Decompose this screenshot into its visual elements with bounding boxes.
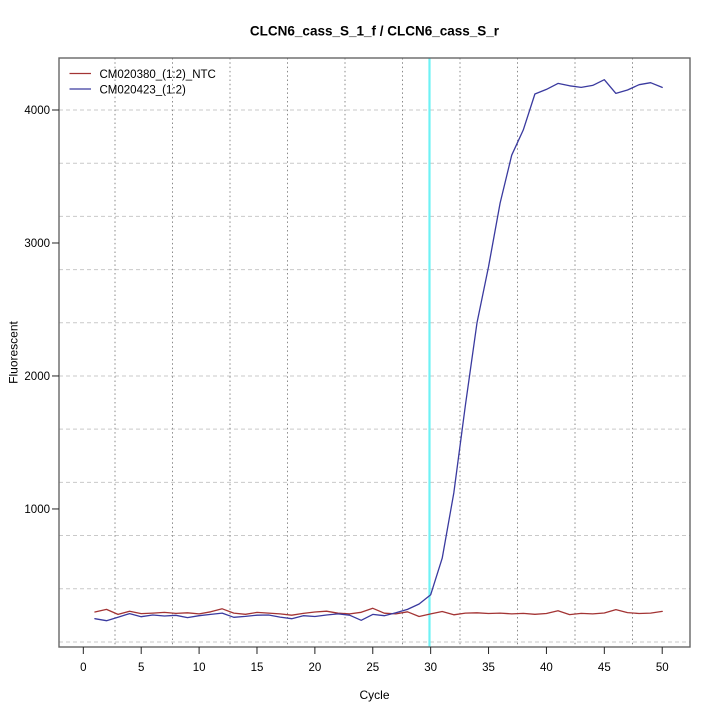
x-tick-label: 25 bbox=[366, 662, 379, 674]
y-tick-label: 2000 bbox=[24, 371, 50, 383]
series-line-sample bbox=[94, 79, 663, 622]
legend-label-sample: CM020423_(1:2) bbox=[100, 84, 186, 96]
legend-label-ntc: CM020380_(1:2)_NTC bbox=[100, 69, 216, 81]
x-tick-label: 30 bbox=[424, 662, 437, 674]
x-tick-label: 10 bbox=[193, 662, 206, 674]
x-tick-label: 50 bbox=[656, 662, 669, 674]
data-series bbox=[94, 79, 663, 622]
x-tick-label: 5 bbox=[138, 662, 144, 674]
axes: 0 5 10 15 20 25 30 35 40 45 50 1000 2000 3000 4000 bbox=[24, 105, 668, 674]
x-tick-label: 40 bbox=[540, 662, 553, 674]
x-axis-label: Cycle bbox=[359, 688, 389, 702]
gridlines bbox=[59, 58, 690, 647]
y-tick-label: 1000 bbox=[24, 504, 50, 516]
y-tick-label: 4000 bbox=[24, 105, 50, 117]
x-tick-label: 45 bbox=[598, 662, 611, 674]
series-line-ntc bbox=[94, 607, 663, 618]
x-tick-label: 20 bbox=[308, 662, 321, 674]
plot-border bbox=[58, 57, 691, 648]
legend: CM020380_(1:2)_NTC CM020423_(1:2) bbox=[69, 69, 216, 96]
y-tick-label: 3000 bbox=[24, 238, 50, 250]
x-tick-label: 15 bbox=[251, 662, 264, 674]
x-tick-label: 35 bbox=[482, 662, 495, 674]
y-axis-label: Fluorescent bbox=[7, 320, 21, 383]
x-tick-label: 0 bbox=[80, 662, 86, 674]
chart-title: CLCN6_cass_S_1_f / CLCN6_cass_S_r bbox=[250, 24, 500, 39]
